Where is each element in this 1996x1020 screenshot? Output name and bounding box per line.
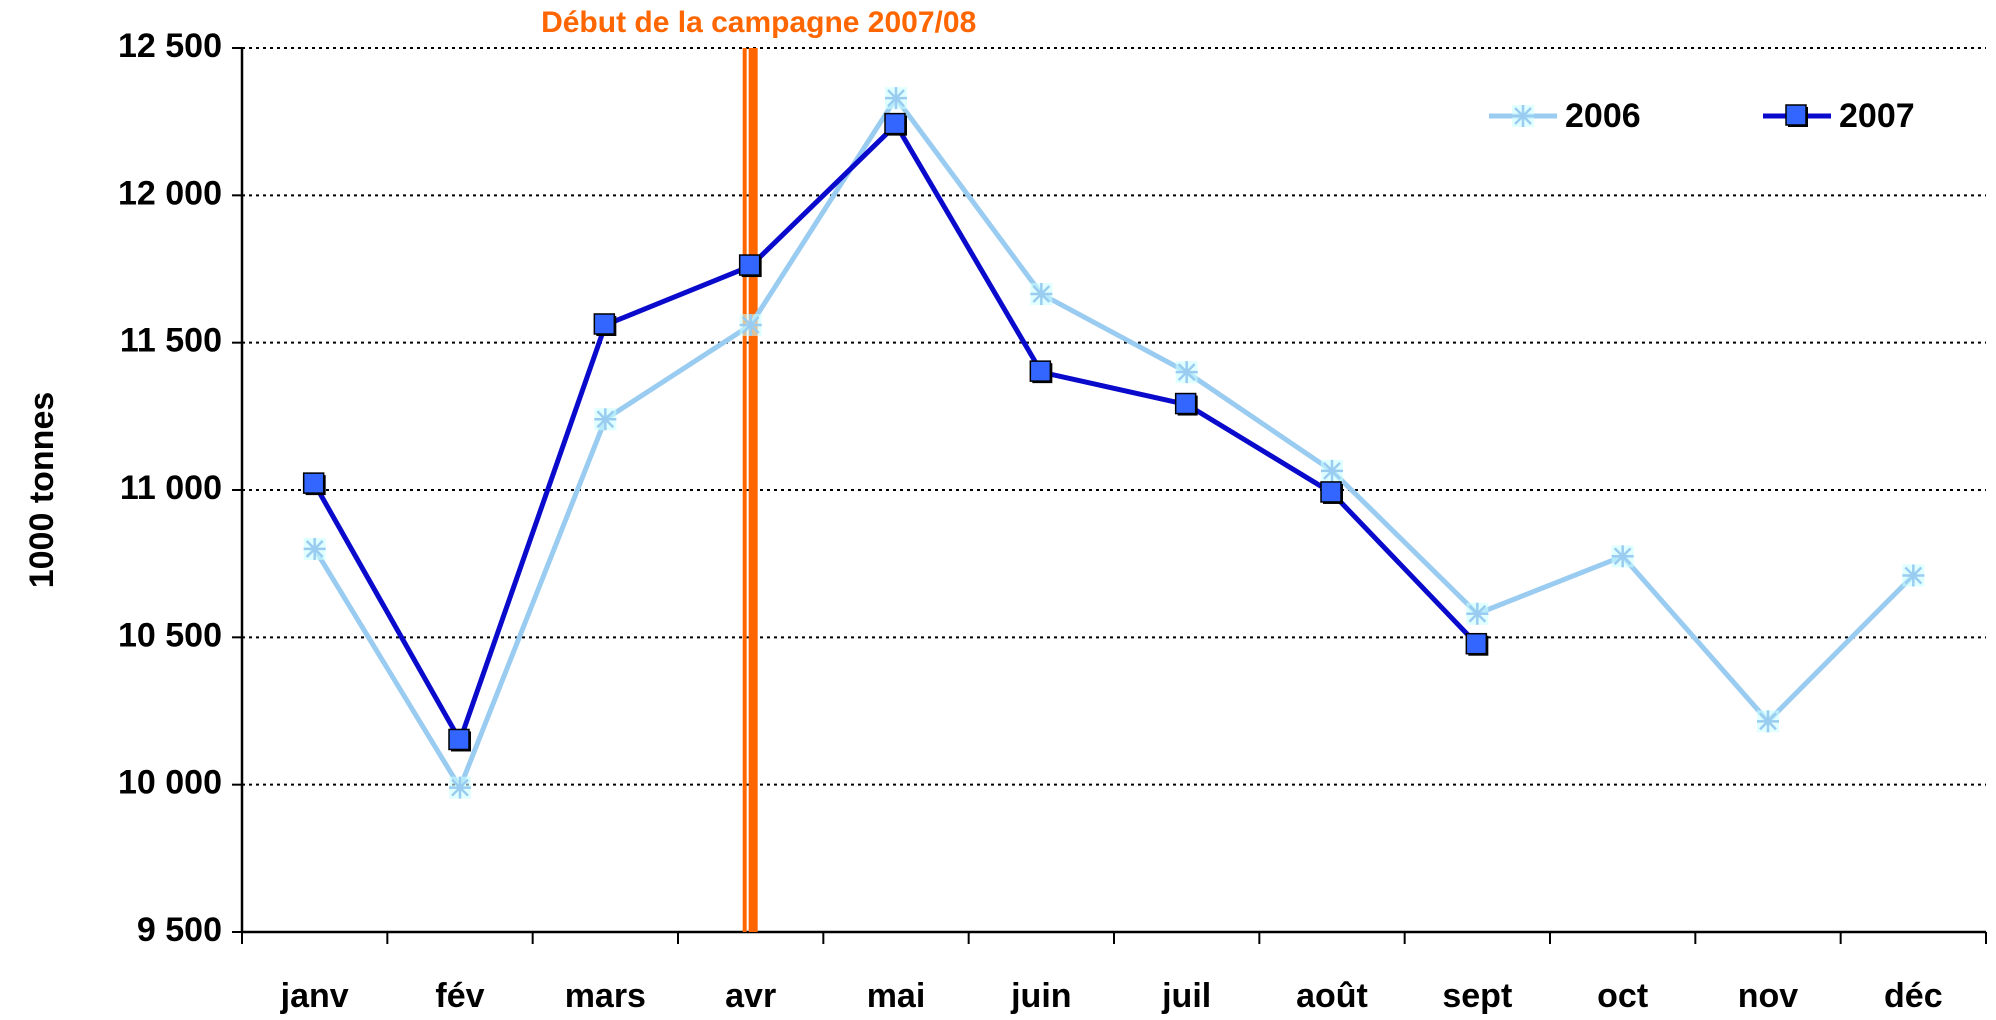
x-tick-label: août: [1296, 977, 1368, 1015]
legend-label: 2007: [1839, 97, 1915, 135]
marker: [1175, 361, 1198, 384]
marker-stroke: [596, 410, 615, 429]
marker-stroke: [1613, 547, 1632, 566]
y-tick-label: 11 500: [120, 322, 222, 360]
marker: [594, 408, 617, 431]
marker-stroke: [1514, 107, 1532, 125]
marker: [738, 254, 761, 276]
line: [312, 122, 1480, 743]
marker-stroke: [1177, 363, 1196, 382]
marker-stroke: [1468, 604, 1487, 623]
marker: [1029, 360, 1052, 382]
marker-stroke: [741, 316, 760, 334]
marker: [449, 776, 471, 799]
legend-entry: 2007: [1763, 97, 1915, 135]
marker: [1757, 710, 1779, 733]
marker: [1320, 481, 1342, 503]
x-tick-label: janv: [280, 977, 349, 1015]
annotation-line: [742, 48, 747, 932]
y-tick-label: 10 000: [118, 764, 222, 802]
y-tick-label: 10 500: [118, 616, 222, 654]
y-tick-label: 11 000: [120, 469, 222, 507]
marker: [739, 313, 762, 336]
marker: [1902, 564, 1925, 587]
marker-stroke: [1904, 566, 1923, 585]
y-axis-label: 1000 tonnes: [23, 392, 61, 589]
series: [302, 112, 1489, 752]
marker-stroke: [305, 540, 324, 558]
x-tick-label: sept: [1442, 977, 1512, 1015]
legend-label: 2006: [1565, 97, 1641, 135]
series: [303, 87, 1925, 799]
x-tick-label: avr: [725, 977, 776, 1015]
x-tick-label: juil: [1161, 977, 1211, 1015]
x-tick-label: fév: [435, 977, 484, 1015]
annotation-line: [748, 48, 758, 932]
marker: [1321, 459, 1343, 482]
y-tick-label: 12 500: [118, 27, 222, 65]
line: [312, 95, 1916, 791]
marker: [1465, 632, 1488, 655]
marker: [885, 87, 907, 110]
marker-stroke: [1032, 285, 1051, 303]
marker-stroke: [451, 778, 469, 797]
annotation-label: Début de la campagne 2007/08: [541, 6, 976, 39]
marker-stroke: [1323, 461, 1341, 480]
marker: [1174, 392, 1197, 415]
legend-entry: 2006: [1489, 97, 1641, 135]
marker: [884, 112, 906, 135]
marker-stroke: [887, 89, 905, 107]
marker: [1512, 105, 1534, 127]
marker: [1785, 104, 1807, 126]
x-tick-label: oct: [1597, 977, 1648, 1015]
marker: [593, 313, 616, 335]
y-tick-label: 9 500: [137, 911, 222, 949]
x-tick-label: juin: [1010, 977, 1071, 1015]
x-tick-label: mai: [867, 977, 926, 1015]
marker: [1466, 602, 1489, 625]
x-tick-label: nov: [1738, 977, 1799, 1015]
x-tick-label: déc: [1884, 977, 1943, 1015]
marker: [1030, 283, 1053, 306]
marker: [1611, 545, 1634, 568]
marker-stroke: [1759, 712, 1777, 731]
y-tick-label: 12 000: [118, 174, 222, 212]
marker: [303, 537, 326, 560]
x-tick-label: mars: [565, 977, 646, 1015]
marker: [302, 472, 325, 494]
marker: [448, 728, 470, 751]
